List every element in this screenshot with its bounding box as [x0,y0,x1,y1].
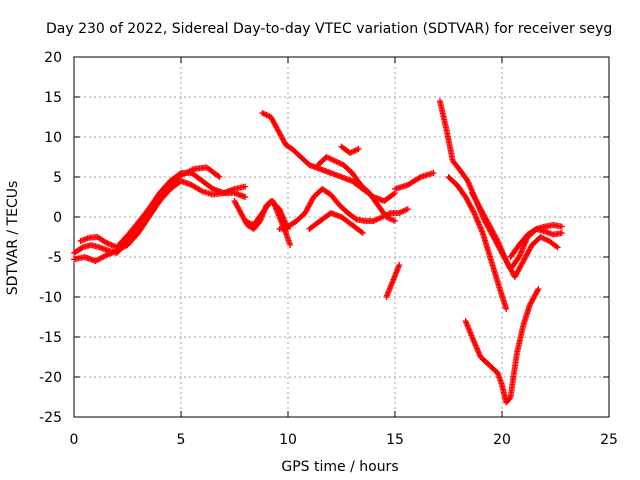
data-point [535,286,542,292]
data-point [355,146,362,152]
data-point [534,287,541,294]
y-tick-label: -25 [39,410,62,426]
data-point [111,248,118,255]
plot-frame [73,56,610,418]
y-axis-label: SDTVAR / TECUs [5,181,21,296]
y-tick-label: 10 [44,130,62,146]
data-markers [71,98,565,406]
series-track-k [392,170,437,192]
data-point [558,230,565,236]
y-tick-label: -15 [39,330,62,346]
axis-ticks: 0 5 10 15 20 25 20 15 10 5 0 -5 -10 -15 -20 -25 [39,50,618,448]
data-point [107,250,114,257]
data-point [242,183,249,190]
series-track-f [259,110,398,204]
data-point [215,173,222,180]
x-tick-label: 20 [493,432,511,448]
y-tick-label: 15 [44,90,62,106]
series-track-g [276,186,411,232]
data-point [470,208,477,215]
chart-title: Day 230 of 2022, Sidereal Day-to-day VTE… [46,21,612,37]
data-point [494,236,501,243]
data-point [242,194,249,200]
series-track-a [71,170,249,256]
data-point [554,244,561,251]
data-point [558,223,565,230]
data-point [198,187,205,194]
series-track-o [462,286,542,406]
data-point [78,245,85,252]
data-point [358,229,365,236]
series-track-p [469,190,561,280]
data-point [506,395,513,402]
data-point [416,174,423,181]
data-point [553,243,560,250]
data-point [390,190,397,197]
series-track-n [445,174,510,312]
x-axis-label: GPS time / hours [281,459,398,475]
x-tick-label: 15 [386,432,404,448]
data-point [352,215,359,222]
y-tick-label: 0 [53,210,62,226]
series-track-h [314,154,398,224]
data-point [287,242,294,248]
x-tick-label: 10 [279,432,297,448]
y-tick-label: 5 [53,170,62,186]
series-track-c [77,164,223,251]
y-tick-label: -5 [48,250,62,266]
y-tick-label: -10 [39,290,62,306]
series-track-b [71,178,249,264]
data-point [216,174,223,180]
x-tick-label: 0 [70,432,79,448]
series-track-l [383,262,403,300]
data-point [503,306,510,312]
data-point [404,206,411,212]
data-point [108,250,115,256]
data-point [101,253,108,260]
data-point [430,170,437,176]
data-point [359,230,366,236]
y-tick-label: -20 [39,370,62,386]
series-track-q [507,226,565,260]
y-tick-label: 20 [44,50,62,66]
series-track-j [338,143,362,156]
x-tick-label: 25 [600,432,618,448]
series-track-i [306,210,366,236]
data-point [396,262,403,268]
data-point [392,218,398,224]
x-tick-label: 5 [177,432,186,448]
